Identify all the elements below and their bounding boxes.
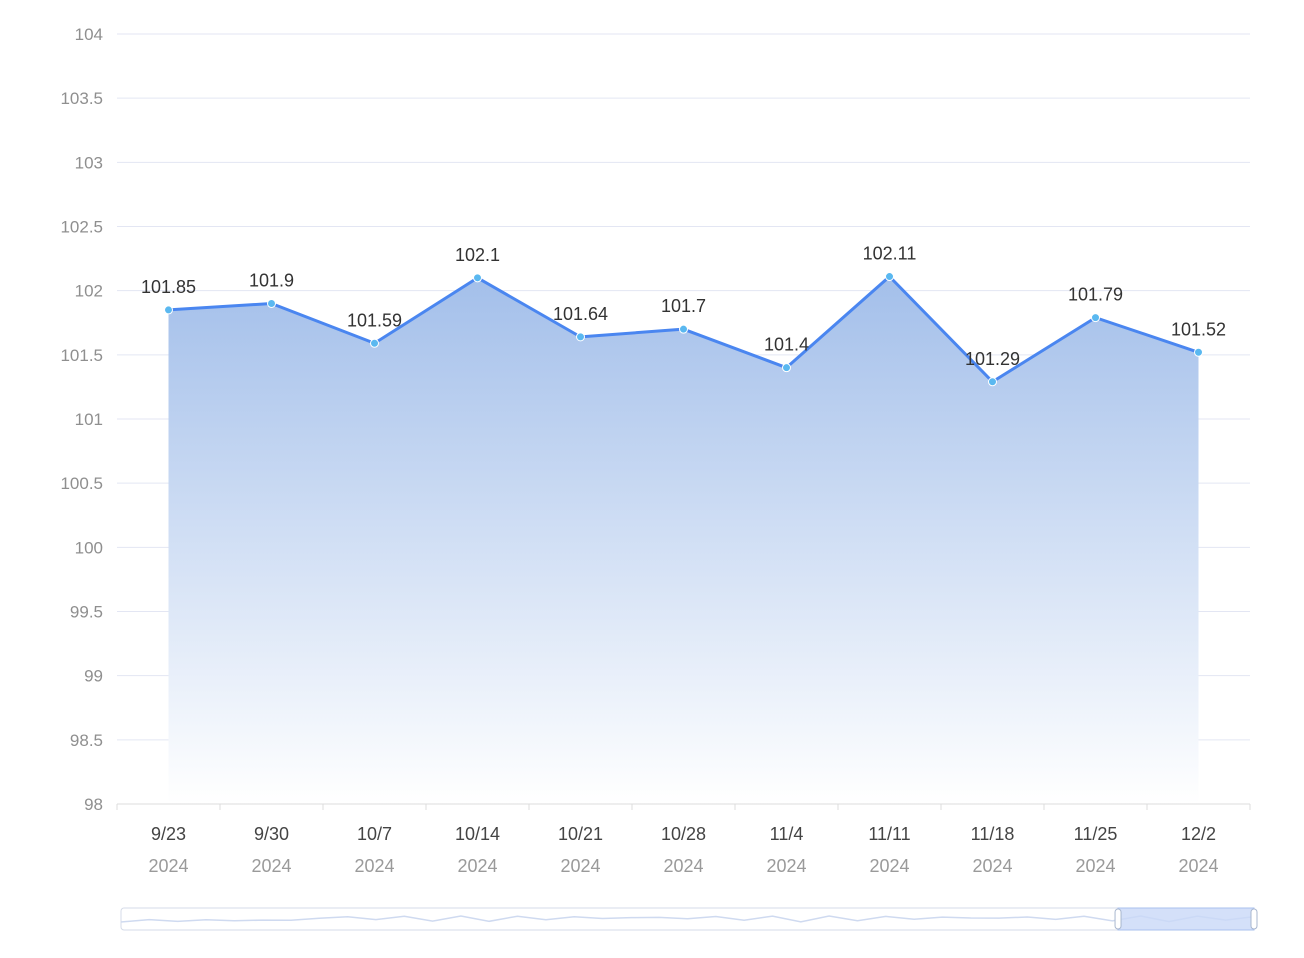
- area-path: [168, 276, 1199, 804]
- data-label: 101.79: [1068, 285, 1123, 305]
- x-tick-label: 10/14: [455, 824, 500, 844]
- zoom-window[interactable]: [1117, 907, 1255, 931]
- data-label: 102.11: [863, 244, 917, 264]
- y-tick-label: 102.5: [60, 218, 103, 237]
- x-tick-year-label: 2024: [560, 856, 600, 876]
- y-tick-label: 99: [84, 667, 103, 686]
- y-tick-label: 100: [75, 538, 103, 557]
- data-label: 101.7: [661, 296, 706, 316]
- data-point[interactable]: [1194, 347, 1203, 357]
- x-tick-label: 9/23: [151, 824, 186, 844]
- y-tick-label: 102: [75, 282, 103, 301]
- y-tick-label: 101.5: [60, 346, 103, 365]
- data-point[interactable]: [473, 273, 482, 283]
- data-label: 101.59: [347, 310, 402, 330]
- area-fill: [168, 276, 1199, 804]
- y-tick-label: 99.5: [70, 603, 103, 622]
- x-tick-label: 9/30: [254, 824, 289, 844]
- data-label: 101.64: [553, 304, 608, 324]
- data-point[interactable]: [885, 272, 894, 282]
- x-tick-label: 12/2: [1181, 824, 1216, 844]
- data-point[interactable]: [267, 299, 276, 308]
- x-tick-year-label: 2024: [766, 856, 806, 876]
- x-tick-year-label: 2024: [1178, 856, 1218, 876]
- x-tick-label: 11/11: [868, 824, 910, 844]
- markers: [164, 272, 1203, 387]
- x-tick-label: 10/28: [661, 824, 706, 844]
- x-tick-year-label: 2024: [1075, 856, 1115, 876]
- data-point[interactable]: [679, 324, 688, 334]
- y-axis-labels: 98 98.5 99 99.5 100 100.5 101 101.5 102 102.5 103 1…: [60, 25, 103, 814]
- y-tick-label: 103.5: [60, 89, 103, 108]
- data-label: 101.9: [249, 271, 294, 291]
- data-point[interactable]: [988, 377, 997, 387]
- zoom-overview-line: [120, 915, 1255, 923]
- x-axis: 9/23 2024 9/30 2024 10/7 2024 10/14 2024 10/21 20…: [116, 803, 1251, 876]
- data-label: 101.4: [764, 335, 809, 355]
- data-point[interactable]: [164, 305, 173, 315]
- data-zoom-slider[interactable]: [120, 907, 1258, 931]
- x-tick-year-label: 2024: [354, 856, 394, 876]
- y-tick-label: 101: [75, 410, 103, 429]
- x-tick-label: 11/18: [971, 824, 1015, 844]
- data-label: 101.52: [1171, 319, 1226, 339]
- data-label: 101.29: [965, 349, 1020, 369]
- x-tick-year-label: 2024: [869, 856, 909, 876]
- y-tick-label: 104: [75, 25, 103, 44]
- data-label: 101.85: [141, 277, 196, 297]
- data-point[interactable]: [1091, 313, 1100, 323]
- y-tick-label: 98: [84, 795, 103, 814]
- x-tick-label: 10/7: [357, 824, 392, 844]
- x-tick-year-label: 2024: [457, 856, 497, 876]
- x-tick-label: 11/25: [1074, 824, 1118, 844]
- x-tick-year-label: 2024: [251, 856, 291, 876]
- y-tick-label: 103: [75, 153, 103, 172]
- data-point[interactable]: [782, 363, 791, 373]
- y-tick-label: 100.5: [60, 474, 103, 493]
- x-tick-year-label: 2024: [663, 856, 703, 876]
- data-labels: 101.85 101.9 101.59 102.1 101.64 101.7 101.4 10…: [141, 244, 1226, 369]
- x-tick-label: 10/21: [558, 824, 603, 844]
- zoom-handle-left[interactable]: [1114, 908, 1122, 930]
- data-point[interactable]: [576, 332, 585, 342]
- x-tick-label: 11/4: [770, 824, 804, 844]
- x-tick-year-label: 2024: [972, 856, 1012, 876]
- y-tick-label: 98.5: [70, 731, 103, 750]
- x-tick-year-label: 2024: [148, 856, 188, 876]
- data-label: 102.1: [455, 245, 500, 265]
- zoom-handle-right[interactable]: [1250, 908, 1258, 930]
- data-point[interactable]: [370, 338, 379, 348]
